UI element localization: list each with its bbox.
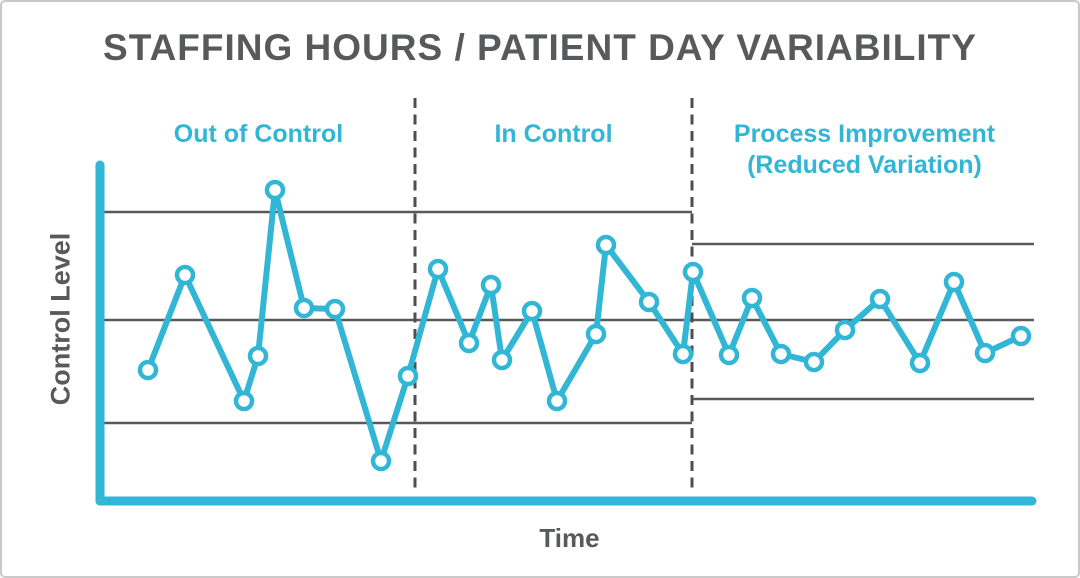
data-point-marker bbox=[909, 352, 931, 374]
data-point-marker bbox=[741, 287, 763, 309]
data-point-marker bbox=[672, 343, 694, 365]
data-point-marker bbox=[869, 288, 891, 310]
data-point-marker bbox=[974, 342, 996, 364]
data-series-line bbox=[145, 187, 1024, 464]
data-point-marker bbox=[324, 298, 346, 320]
data-point-marker bbox=[638, 291, 660, 313]
data-point-marker bbox=[718, 344, 740, 366]
section-label-text: Out of Control bbox=[173, 120, 344, 148]
data-point-marker bbox=[521, 300, 543, 322]
data-point-marker bbox=[233, 390, 255, 412]
data-point-marker bbox=[264, 179, 286, 201]
data-point-marker bbox=[770, 343, 792, 365]
section-label-text: Process Improvement bbox=[733, 120, 996, 148]
data-point-marker bbox=[458, 332, 480, 354]
data-point-marker bbox=[174, 264, 196, 286]
data-point-marker bbox=[491, 349, 513, 371]
x-axis-label: Time bbox=[539, 523, 600, 553]
data-point-marker bbox=[585, 323, 607, 345]
data-point-marker bbox=[682, 261, 704, 283]
section-label-out-of-control: Out of Control bbox=[102, 119, 415, 150]
data-point-marker bbox=[247, 345, 269, 367]
chart-title: STAFFING HOURS / PATIENT DAY VARIABILITY bbox=[103, 27, 977, 68]
data-point-marker bbox=[834, 319, 856, 341]
data-point-marker bbox=[480, 274, 502, 296]
section-label-in-control: In Control bbox=[415, 119, 692, 150]
data-point-marker bbox=[427, 258, 449, 280]
y-axis-label: Control Level bbox=[45, 232, 76, 406]
data-point-marker bbox=[397, 365, 419, 387]
section-label-text: In Control bbox=[494, 120, 613, 148]
section-label-text-line2: (Reduced Variation) bbox=[747, 151, 982, 179]
data-point-marker bbox=[1010, 325, 1032, 347]
section-label-process-improvement: Process Improvement (Reduced Variation) bbox=[692, 119, 1037, 181]
data-point-marker bbox=[293, 297, 315, 319]
data-point-marker bbox=[803, 351, 825, 373]
data-point-marker bbox=[137, 359, 159, 381]
data-point-marker bbox=[370, 450, 392, 472]
data-point-marker bbox=[595, 234, 617, 256]
data-point-marker bbox=[546, 390, 568, 412]
data-point-marker bbox=[943, 271, 965, 293]
